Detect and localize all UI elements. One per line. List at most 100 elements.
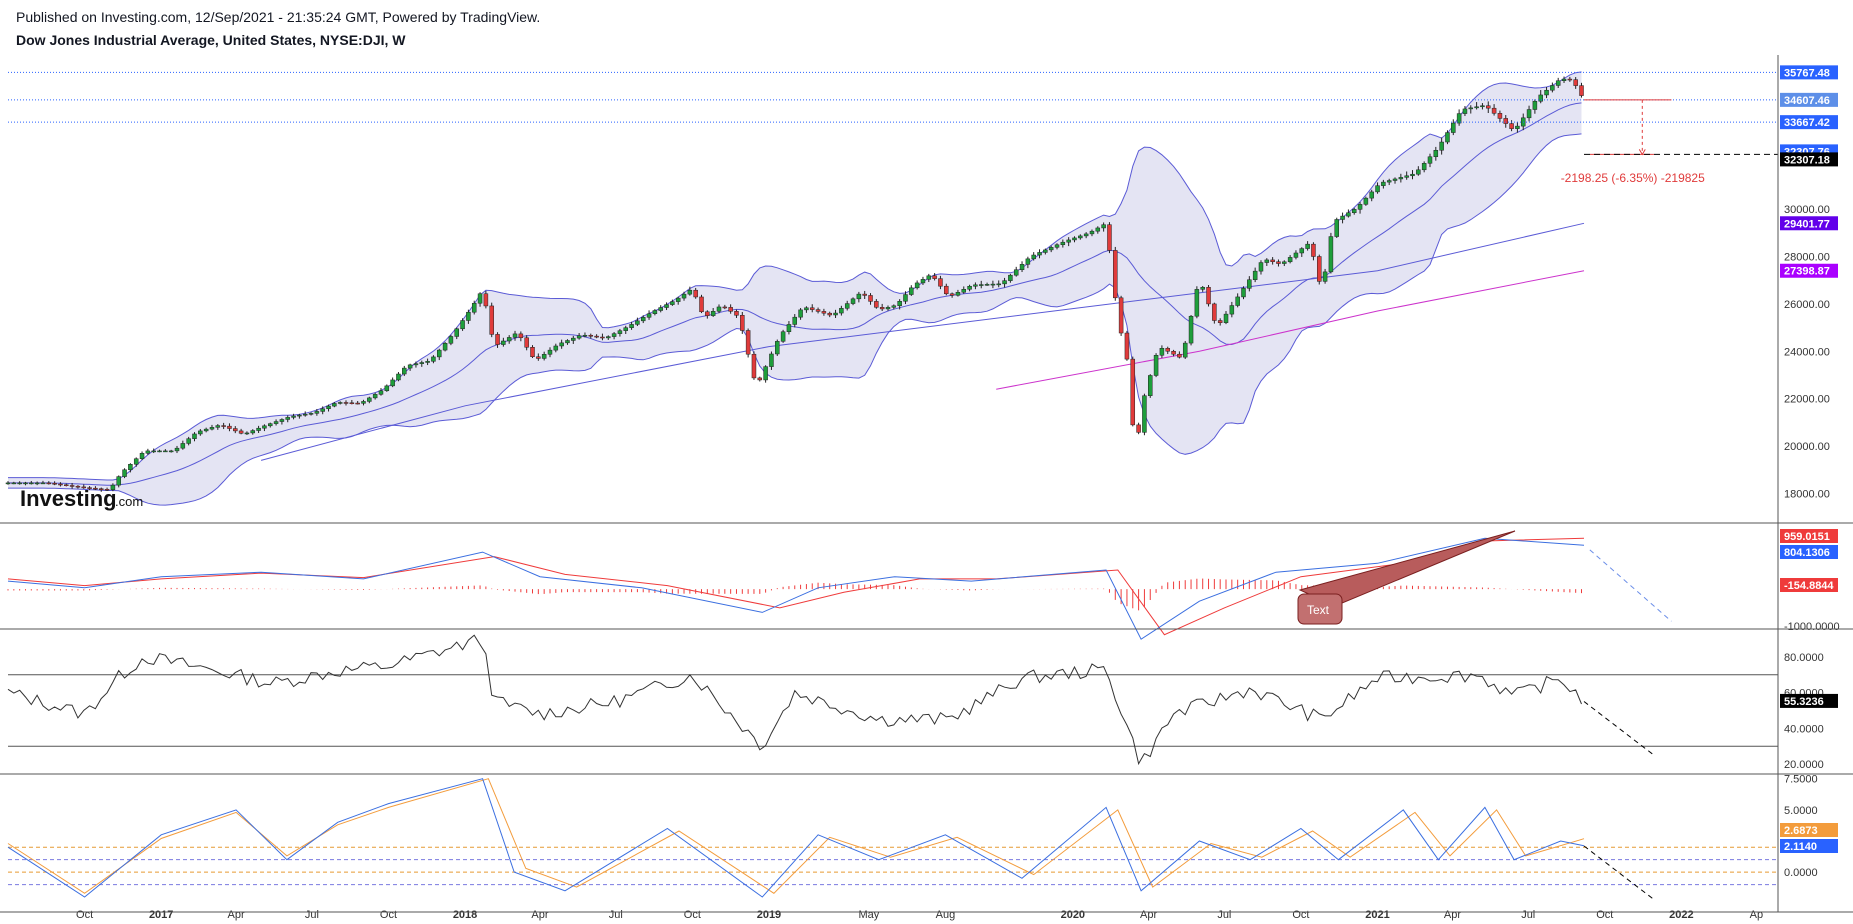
price-value-label-bg bbox=[1780, 115, 1838, 130]
candle bbox=[151, 450, 156, 453]
candle bbox=[1089, 230, 1095, 235]
candle bbox=[1369, 191, 1374, 199]
candle bbox=[1270, 259, 1275, 262]
candle bbox=[938, 278, 943, 287]
stochastic-pane: 0.0000 5.0000 7.5000 2.6873 2.1140 bbox=[7, 774, 1838, 900]
candle bbox=[308, 413, 314, 415]
candle bbox=[1008, 274, 1013, 281]
price-tick-label: 30000.00 bbox=[1784, 204, 1830, 216]
candle bbox=[413, 363, 419, 366]
measure-arrow bbox=[1638, 149, 1646, 156]
candle bbox=[104, 488, 110, 491]
candle bbox=[233, 428, 238, 432]
candle bbox=[1491, 107, 1497, 114]
candle bbox=[1456, 113, 1462, 124]
candle bbox=[640, 317, 646, 322]
candle bbox=[349, 402, 355, 405]
bollinger-lower bbox=[8, 133, 1582, 506]
candle bbox=[5, 482, 11, 485]
candle bbox=[576, 335, 582, 339]
callout-box bbox=[1297, 593, 1343, 625]
candle bbox=[1200, 287, 1205, 290]
candle bbox=[699, 296, 704, 313]
candle bbox=[1561, 78, 1567, 81]
candle bbox=[98, 488, 104, 490]
candle bbox=[705, 311, 710, 316]
candle bbox=[1579, 85, 1584, 96]
candle bbox=[1334, 219, 1339, 237]
candle bbox=[734, 311, 739, 316]
candle bbox=[215, 425, 221, 428]
candle bbox=[518, 333, 524, 339]
stoch-tick-label: 7.5000 bbox=[1784, 774, 1818, 786]
candle bbox=[571, 337, 576, 341]
chart-title: Dow Jones Industrial Average, United Sta… bbox=[16, 32, 406, 48]
candle bbox=[780, 331, 786, 342]
candle bbox=[1433, 149, 1439, 158]
candle bbox=[1363, 197, 1369, 205]
candle bbox=[64, 484, 69, 486]
price-value-label: 33667.42 bbox=[1784, 117, 1830, 129]
candle bbox=[425, 361, 430, 363]
candle bbox=[454, 328, 459, 337]
candle bbox=[506, 337, 512, 342]
candle bbox=[1555, 80, 1561, 86]
candle bbox=[1322, 271, 1328, 282]
candle bbox=[367, 397, 372, 402]
candle bbox=[1311, 243, 1316, 257]
candle bbox=[681, 293, 687, 299]
candle bbox=[1392, 178, 1398, 181]
candle bbox=[536, 356, 541, 359]
price-value-label-bg bbox=[1780, 65, 1838, 80]
candle bbox=[285, 417, 290, 420]
candle bbox=[1136, 424, 1141, 433]
candle bbox=[355, 402, 360, 405]
candle bbox=[1258, 262, 1264, 272]
candle bbox=[23, 482, 28, 485]
candle bbox=[1247, 279, 1252, 289]
candle bbox=[314, 411, 320, 414]
candle bbox=[419, 362, 425, 364]
investing-logo: Investing .com bbox=[20, 486, 143, 511]
stoch-d-line bbox=[7, 778, 1585, 894]
candle bbox=[693, 289, 698, 298]
candle bbox=[1095, 227, 1101, 232]
candle bbox=[611, 333, 617, 337]
candle bbox=[209, 427, 215, 430]
candle bbox=[1124, 332, 1130, 360]
candle bbox=[174, 447, 180, 452]
candle bbox=[157, 450, 162, 453]
candle bbox=[524, 337, 529, 348]
candle bbox=[670, 301, 675, 305]
candle bbox=[996, 283, 1001, 286]
price-value-label: 34607.46 bbox=[1784, 95, 1830, 107]
candle bbox=[343, 402, 349, 404]
candle bbox=[1241, 288, 1246, 298]
stoch-value-label: 2.1140 bbox=[1784, 841, 1817, 853]
macd-value-label: -154.8844 bbox=[1784, 580, 1834, 592]
candle bbox=[1142, 395, 1147, 433]
candle bbox=[163, 450, 168, 453]
candle bbox=[629, 324, 634, 328]
candle bbox=[1474, 106, 1479, 109]
candle bbox=[617, 330, 623, 334]
candle bbox=[512, 333, 518, 338]
candle bbox=[501, 340, 506, 345]
candle bbox=[1317, 256, 1322, 282]
candle bbox=[75, 485, 81, 488]
stoch-value-label-bg bbox=[1780, 823, 1838, 837]
bollinger-upper bbox=[8, 71, 1582, 481]
candle bbox=[1252, 270, 1258, 280]
x-tick-label: Apr bbox=[228, 909, 245, 921]
candle bbox=[955, 292, 961, 296]
candle bbox=[1357, 204, 1363, 210]
candle bbox=[1445, 132, 1450, 143]
candle bbox=[431, 356, 436, 362]
macd-value-label: 959.0151 bbox=[1784, 531, 1830, 543]
candle bbox=[623, 327, 628, 331]
candle bbox=[466, 311, 471, 321]
candle bbox=[320, 408, 325, 412]
candle bbox=[967, 285, 972, 290]
